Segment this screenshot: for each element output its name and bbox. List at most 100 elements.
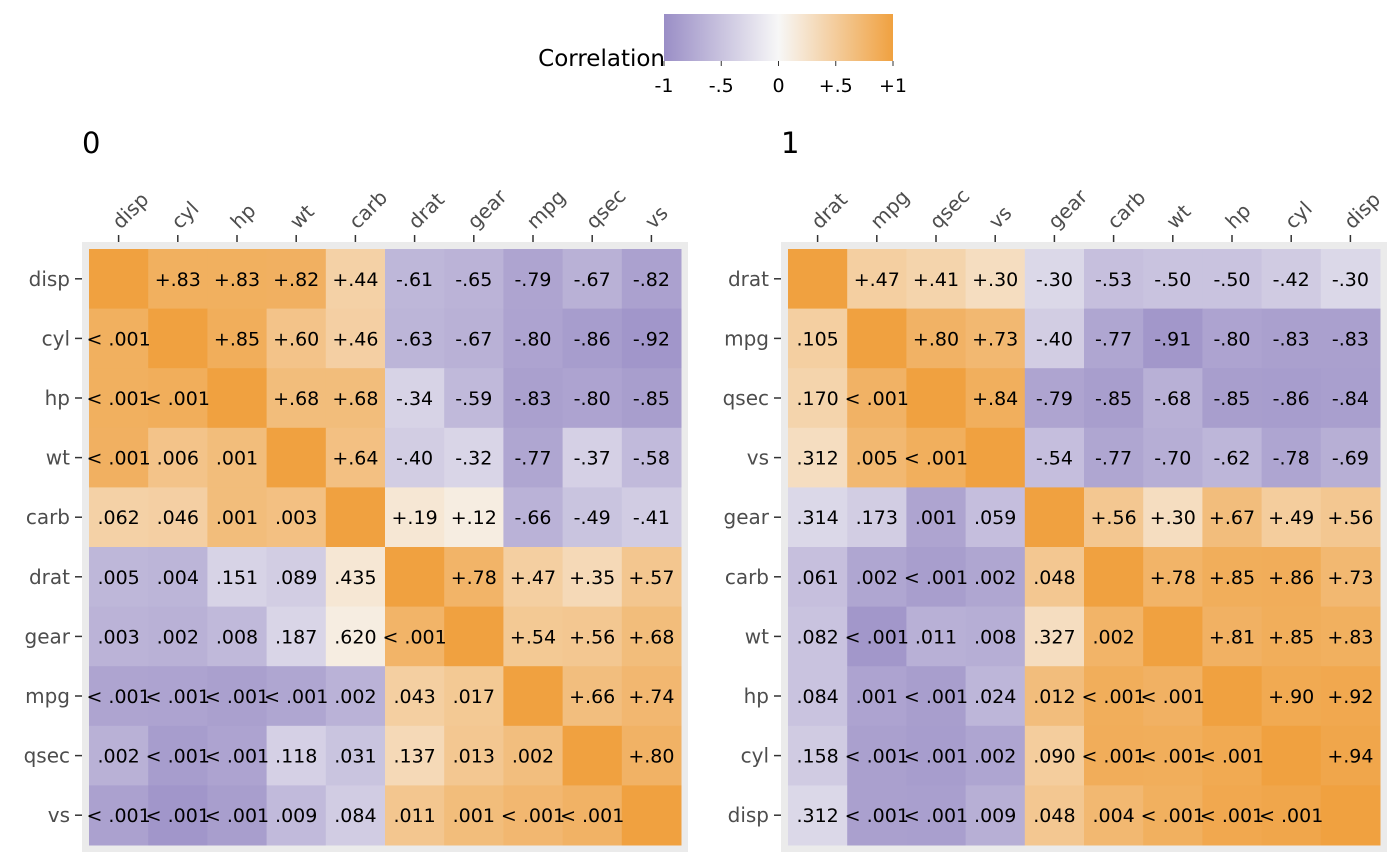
y-tick-label: drat <box>29 565 70 589</box>
heatmap-tile <box>89 487 149 548</box>
heatmap-tile <box>562 427 623 488</box>
heatmap-tile <box>503 427 564 488</box>
cell-label: +.41 <box>913 269 959 291</box>
cell-label: -.49 <box>574 507 611 529</box>
cell-label: -.37 <box>574 448 611 470</box>
heatmap-tile <box>1320 249 1381 310</box>
heatmap-tile <box>1320 606 1381 667</box>
heatmap-tile <box>89 785 149 846</box>
cell-label: -.62 <box>1213 448 1250 470</box>
heatmap-tile <box>1202 666 1263 727</box>
x-tick-label: gear <box>462 184 512 234</box>
legend-ticks: -1 -.5 0 +.5 +1 <box>655 61 907 97</box>
cell-label: .084 <box>334 805 376 827</box>
heatmap-tile <box>207 725 268 786</box>
cell-label: < .001 <box>845 746 909 768</box>
heatmap-tile <box>847 725 907 786</box>
heatmap-tile <box>148 606 208 667</box>
heatmap-tile <box>1084 547 1144 608</box>
cell-label: .001 <box>453 805 495 827</box>
heatmap-tile <box>148 368 208 429</box>
heatmap-tile <box>385 725 445 786</box>
cell-label: +.49 <box>1268 507 1314 529</box>
cell-label: -.65 <box>455 269 492 291</box>
cell-label: .008 <box>974 626 1016 648</box>
cell-label: +.68 <box>273 388 319 410</box>
cell-label: +.57 <box>628 567 674 589</box>
heatmap-tile <box>847 666 907 727</box>
cell-label: -.41 <box>633 507 670 529</box>
heatmap-tile <box>148 725 208 786</box>
y-tick-label: carb <box>26 505 70 529</box>
cell-label: < .001 <box>1081 746 1145 768</box>
y-tick-label: qsec <box>723 386 769 410</box>
cell-label: .003 <box>275 507 317 529</box>
heatmap-tile <box>621 606 682 667</box>
heatmap-tile <box>1202 725 1263 786</box>
heatmap-tile <box>444 368 504 429</box>
x-tick-label: disp <box>107 187 153 233</box>
cell-label: -.83 <box>1332 328 1369 350</box>
heatmap-tile <box>207 308 268 369</box>
legend-tick-label: +.5 <box>819 75 853 97</box>
heatmap-tile <box>621 368 682 429</box>
heatmap-tile <box>1084 725 1144 786</box>
heatmap-tile <box>266 547 327 608</box>
cell-label: -.63 <box>396 328 433 350</box>
cell-label: .001 <box>216 448 258 470</box>
cell-label: +.44 <box>332 269 378 291</box>
cell-label: < .001 <box>86 388 150 410</box>
heatmap-tile <box>148 308 208 369</box>
cell-label: +.86 <box>1268 567 1314 589</box>
y-tick-label: cyl <box>42 326 70 350</box>
heatmap-tile <box>207 547 268 608</box>
heatmap-tile <box>89 606 149 667</box>
cell-label: -.80 <box>1213 328 1250 350</box>
cell-label: +.47 <box>510 567 556 589</box>
cell-label: -.83 <box>1273 328 1310 350</box>
heatmap-tile <box>325 785 386 846</box>
heatmap-tile <box>906 785 967 846</box>
heatmap-tile <box>562 368 623 429</box>
heatmap-tile <box>621 487 682 548</box>
cell-label: .013 <box>453 746 495 768</box>
cell-label: .327 <box>1033 626 1075 648</box>
x-tick-label: hp <box>1221 199 1256 234</box>
panel-title: 0 <box>82 126 100 160</box>
heatmap-tile <box>1084 666 1144 727</box>
heatmap-tile <box>1261 308 1322 369</box>
heatmap-tile <box>325 547 386 608</box>
cell-label: -.80 <box>514 328 551 350</box>
cell-label: .002 <box>157 626 199 648</box>
heatmap-tile <box>1261 725 1322 786</box>
cell-label: -.59 <box>455 388 492 410</box>
heatmap-tile <box>788 427 848 488</box>
cell-label: +.56 <box>1091 507 1137 529</box>
cell-label: +.68 <box>332 388 378 410</box>
heatmap-tile <box>1024 547 1085 608</box>
heatmap-tile <box>1084 785 1144 846</box>
heatmap-tile <box>503 487 564 548</box>
cell-label: .084 <box>796 686 838 708</box>
heatmap-tile <box>503 725 564 786</box>
heatmap-tile <box>385 547 445 608</box>
heatmap-tile <box>788 725 848 786</box>
heatmap-tile <box>965 249 1026 310</box>
cell-label: -.30 <box>1332 269 1369 291</box>
heatmap-tile <box>1202 487 1263 548</box>
heatmap-tile <box>89 368 149 429</box>
cell-label: < .001 <box>845 626 909 648</box>
cell-label: .005 <box>97 567 139 589</box>
cell-label: < .001 <box>1081 686 1145 708</box>
heatmap-tile <box>385 368 445 429</box>
cell-label: -.67 <box>455 328 492 350</box>
heatmap-tile <box>385 249 445 310</box>
x-tick-label: qsec <box>925 184 975 234</box>
heatmap-tile <box>1320 427 1381 488</box>
heatmap-tile <box>621 725 682 786</box>
cell-label: < .001 <box>1200 746 1264 768</box>
legend-tick-label: -.5 <box>709 75 734 97</box>
heatmap-tile <box>847 368 907 429</box>
cell-label: .170 <box>796 388 838 410</box>
heatmap-tile <box>621 308 682 369</box>
